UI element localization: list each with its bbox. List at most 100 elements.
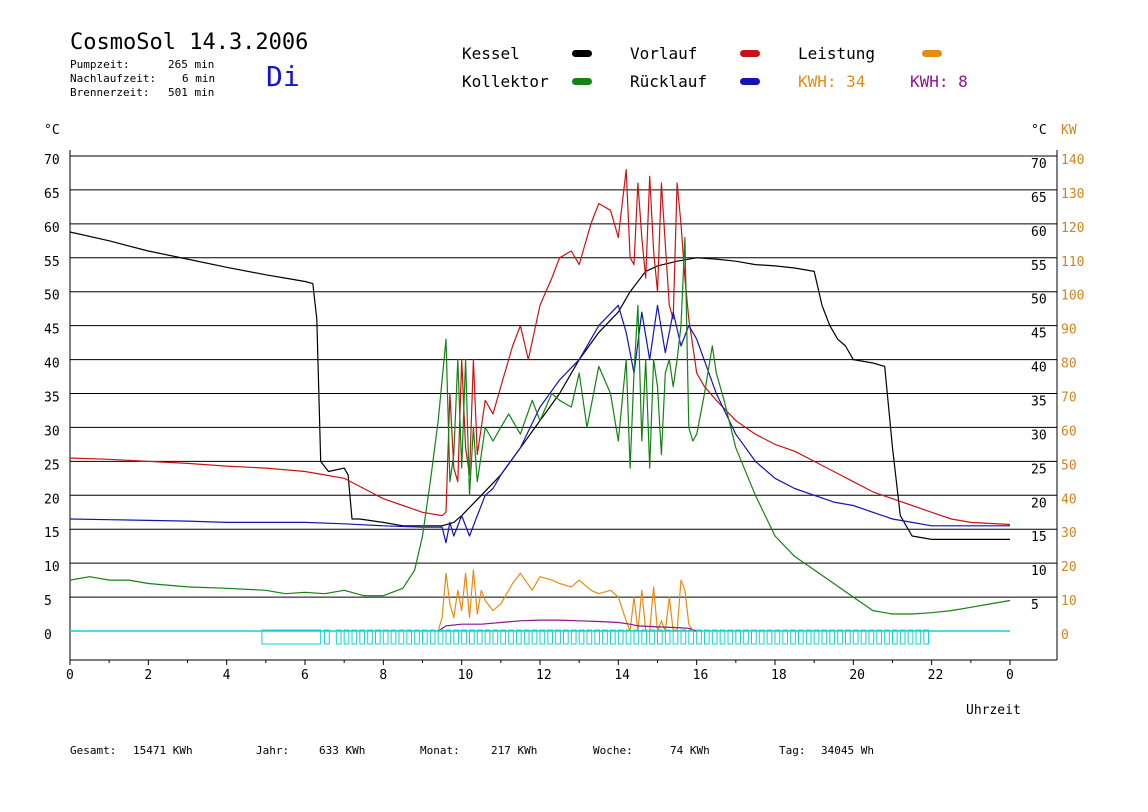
x-tick-label: 0 xyxy=(66,668,74,683)
pump-interval xyxy=(414,629,420,645)
pump-interval xyxy=(907,629,914,645)
pump-interval xyxy=(594,629,601,645)
pump-interval xyxy=(453,629,460,645)
pump-interval xyxy=(437,629,444,645)
pumpzeit-label: Pumpzeit: xyxy=(70,58,130,71)
series-line-leistung xyxy=(437,569,697,632)
y2-tick-label: 100 xyxy=(1061,289,1084,304)
brennerzeit-value: 501 min xyxy=(168,86,215,99)
pump-interval xyxy=(500,629,507,645)
pumpzeit-value: 265 min xyxy=(168,58,215,71)
legend-kollektor-label: Kollektor xyxy=(462,72,549,91)
y2-tick-label: 20 xyxy=(1061,560,1077,575)
pump-interval xyxy=(382,629,389,645)
pump-interval xyxy=(837,629,843,645)
y-tick-label-right: 50 xyxy=(1031,293,1047,308)
footer-gesamt-value: 15471 KWh xyxy=(133,744,193,757)
legend-kessel-swatch xyxy=(572,50,592,57)
y-tick-label-left: 5 xyxy=(44,594,52,609)
nachlaufzeit-value: 6 min xyxy=(182,72,216,85)
legend-ruecklauf-swatch xyxy=(740,78,760,85)
y-tick-label-left: 60 xyxy=(44,221,60,236)
y-axis-unit-right: °C xyxy=(1031,123,1047,138)
y-tick-label-left: 65 xyxy=(44,187,60,202)
y-tick-label-right: 65 xyxy=(1031,191,1047,206)
pump-interval xyxy=(743,629,749,645)
pump-interval xyxy=(923,629,930,645)
pump-interval xyxy=(359,629,366,645)
pump-interval xyxy=(782,629,789,645)
y-tick-label-right: 20 xyxy=(1031,496,1047,511)
y-tick-label-right: 10 xyxy=(1031,564,1047,579)
pump-interval xyxy=(829,629,836,645)
y2-tick-label: 80 xyxy=(1061,357,1077,372)
pump-interval xyxy=(892,629,898,645)
pump-interval xyxy=(398,629,405,645)
y2-tick-label: 10 xyxy=(1061,594,1077,609)
series-line-kessel xyxy=(69,231,1010,541)
x-tick-label: 6 xyxy=(301,668,309,683)
pump-interval xyxy=(476,629,483,645)
pump-interval xyxy=(625,629,632,645)
footer-gesamt-label: Gesamt: xyxy=(70,744,117,757)
pump-interval xyxy=(578,629,585,645)
pump-interval xyxy=(821,629,828,645)
weekday-label: Di xyxy=(266,60,300,93)
y2-tick-label: 50 xyxy=(1061,458,1077,473)
footer-woche-value: 74 KWh xyxy=(670,744,710,757)
pump-interval xyxy=(523,629,530,645)
y-tick-label-right: 25 xyxy=(1031,462,1047,477)
y2-tick-label: 0 xyxy=(1061,628,1069,643)
footer-jahr-value: 633 KWh xyxy=(319,744,366,757)
y-tick-label-right: 40 xyxy=(1031,361,1047,376)
y2-tick-label: 140 xyxy=(1061,153,1084,168)
pump-interval xyxy=(884,629,890,645)
legend-kessel-label: Kessel xyxy=(462,44,520,63)
pump-interval xyxy=(649,629,655,645)
footer-monat-label: Monat: xyxy=(420,744,460,757)
y2-tick-label: 110 xyxy=(1061,255,1084,270)
x-tick-label: 8 xyxy=(379,668,387,683)
pump-interval xyxy=(805,629,812,645)
pump-interval xyxy=(531,629,538,645)
y-tick-label-right: 60 xyxy=(1031,225,1047,240)
y2-tick-label: 90 xyxy=(1061,323,1077,338)
pump-interval xyxy=(469,629,475,645)
y-tick-label-right: 5 xyxy=(1031,598,1039,613)
pump-interval xyxy=(719,629,726,645)
series-line-kollektor xyxy=(69,236,1011,615)
y-tick-label-left: 55 xyxy=(44,255,60,270)
x-tick-label: 12 xyxy=(536,668,552,683)
pump-interval xyxy=(766,629,773,645)
x-tick-label: 22 xyxy=(928,668,944,683)
x-tick-label: 2 xyxy=(144,668,152,683)
pump-interval xyxy=(876,629,883,645)
pump-interval xyxy=(422,629,428,645)
pump-interval xyxy=(758,629,765,645)
legend-leistung-label: Leistung xyxy=(798,44,876,63)
y2-tick-label: 130 xyxy=(1061,187,1084,202)
y-tick-label-right: 15 xyxy=(1031,530,1047,545)
pump-interval xyxy=(688,629,695,645)
y-tick-label-right: 30 xyxy=(1031,428,1047,443)
x-tick-label: 18 xyxy=(771,668,787,683)
x-tick-label: 20 xyxy=(849,668,865,683)
pump-interval xyxy=(586,629,593,645)
pump-interval xyxy=(899,629,906,645)
pump-interval xyxy=(798,629,804,645)
pump-interval xyxy=(633,629,640,645)
y-tick-label-right: 70 xyxy=(1031,157,1047,172)
y2-tick-label: 30 xyxy=(1061,526,1077,541)
pump-interval xyxy=(508,629,514,645)
y-tick-label-left: 10 xyxy=(44,560,60,575)
pump-interval xyxy=(774,629,781,645)
pump-interval xyxy=(860,629,867,645)
pump-interval xyxy=(492,629,499,645)
pump-interval xyxy=(711,629,718,645)
pump-interval xyxy=(727,629,734,645)
y-tick-label-left: 15 xyxy=(44,526,60,541)
y-tick-label-right: 45 xyxy=(1031,327,1047,342)
pump-interval xyxy=(610,629,616,645)
pump-interval xyxy=(351,629,358,645)
